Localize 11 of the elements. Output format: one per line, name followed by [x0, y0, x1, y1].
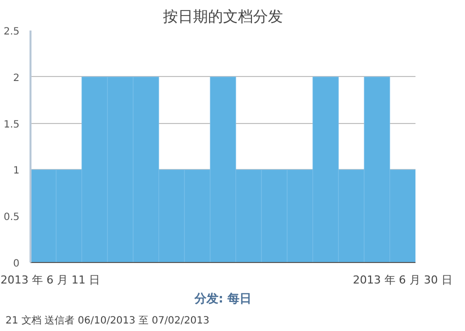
y-tick-label: 2.5	[4, 26, 20, 38]
y-tick-label: 2	[13, 72, 20, 84]
x-tick-label: 2013 年 6 月 11 日	[0, 274, 100, 286]
x-axis-title: 分发: 每日	[194, 292, 252, 306]
chart-title: 按日期的文档分发	[163, 8, 283, 26]
y-tick-label: 1.5	[4, 119, 20, 130]
text: 21 文档 送信者 06/10/2013 至 07/02/2013	[6, 314, 210, 326]
y-tick-label: 0.5	[4, 212, 20, 224]
x-tick-label: 2013 年 6 月 30 日	[352, 274, 452, 286]
y-tick-label: 0	[13, 258, 20, 270]
y-tick-label: 1	[13, 166, 20, 177]
